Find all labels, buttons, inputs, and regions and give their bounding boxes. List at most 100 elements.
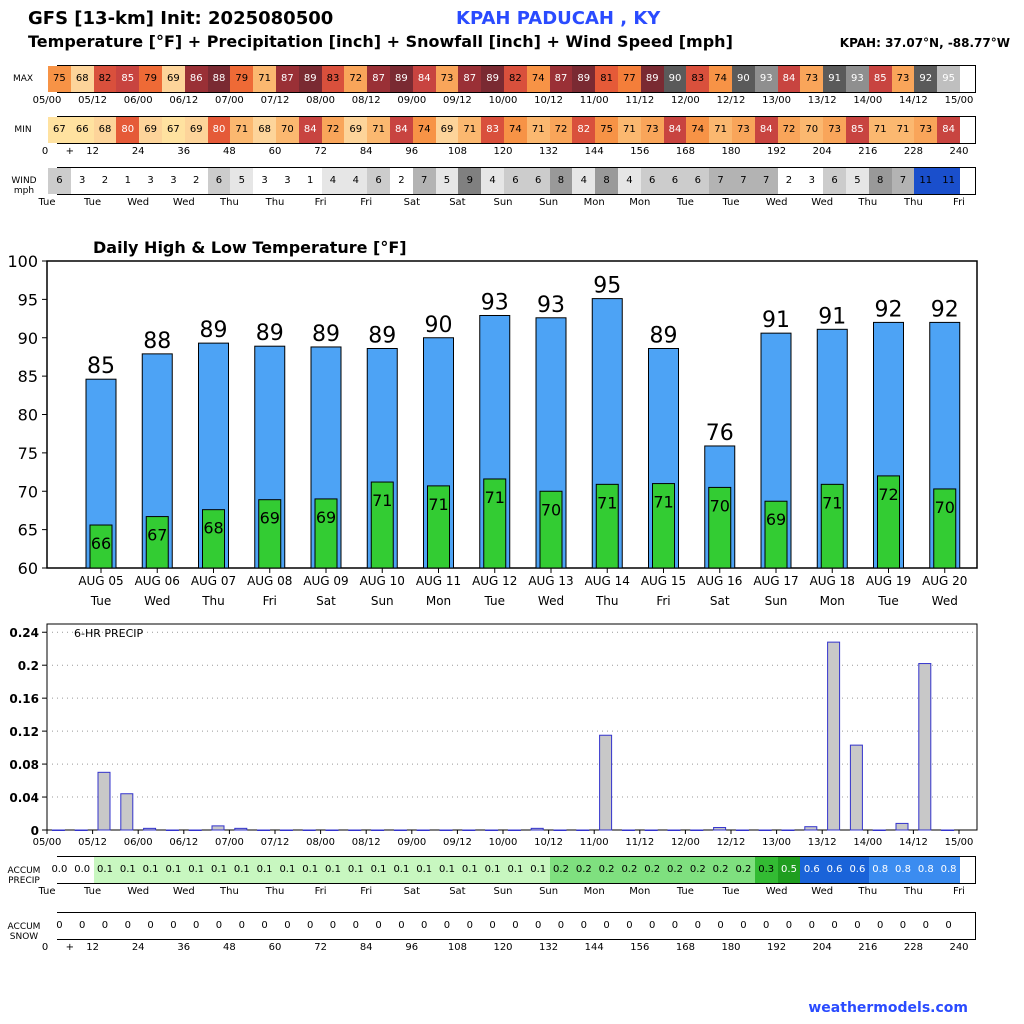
min-temp-cell: 73 [640, 117, 664, 143]
weekday-tick-label: Wed [127, 197, 150, 208]
accum-precip-cell: 0.6 [823, 857, 846, 883]
min-temp-cell: 68 [253, 117, 276, 143]
forecast-hour-label: + [65, 146, 74, 157]
min-temp-cell: 74 [504, 117, 527, 143]
max-temp-cell: 74 [526, 66, 550, 92]
min-temp-cell: 70 [276, 117, 299, 143]
min-temp-cell: 71 [618, 117, 641, 143]
accum-precip-cell: 0.2 [663, 857, 687, 883]
y-tick-label: 100 [7, 252, 38, 271]
weekday-tick-label: Thu [265, 886, 285, 897]
accum-precip-cell: 0.1 [504, 857, 527, 883]
min-temp-cell: 69 [344, 117, 368, 143]
time-tick-label: 15/00 [944, 95, 974, 106]
accum-precip-cell: 0.1 [458, 857, 482, 883]
accum-snow-cell: 0 [504, 913, 527, 939]
accum-precip-cell: 0.1 [93, 857, 117, 883]
time-tick-label: 13/12 [807, 95, 837, 106]
date-label: AUG 18 [810, 574, 855, 588]
wind-cell: 6 [663, 168, 687, 194]
max-temp-cell: 89 [390, 66, 413, 92]
forecast-hour-label: 24 [131, 146, 145, 157]
time-tick-label: 08/00 [306, 95, 336, 106]
time-tick-label: 13/00 [762, 837, 791, 848]
low-temp-label: 68 [203, 519, 223, 538]
wind-cell: 11 [937, 168, 960, 194]
weekday-tick-label: Thu [858, 886, 878, 897]
weekday-tick-label: Fri [953, 886, 965, 897]
wind-cell: 6 [640, 168, 664, 194]
time-tick-label: 06/12 [169, 837, 198, 848]
date-label: AUG 12 [472, 574, 517, 588]
precip-bar [462, 829, 476, 831]
weekday-label: Tue [90, 594, 112, 608]
wind-cell: 4 [618, 168, 641, 194]
wind-cell: 2 [777, 168, 801, 194]
model-title: GFS [13-km] Init: 2025080500 [28, 8, 334, 29]
time-tick-label: 05/12 [78, 95, 108, 106]
forecast-hour-label: 72 [314, 146, 327, 157]
weekday-tick-label: Sat [403, 197, 420, 208]
weekday-tick-label: Tue [84, 886, 102, 897]
precip-bar [348, 829, 362, 831]
precip-bar [74, 829, 88, 831]
weekday-label: Mon [426, 594, 451, 608]
max-temp-cell: 83 [321, 66, 345, 92]
accum-snow-cell: 0 [868, 913, 892, 939]
wind-cell: 2 [184, 168, 208, 194]
wind-cell: 3 [162, 168, 185, 194]
precip-bar [713, 827, 727, 831]
weekday-tick-label: Thu [903, 886, 923, 897]
accum-precip-cell: 0.1 [184, 857, 208, 883]
weathermodels-link[interactable]: weathermodels.com [808, 1000, 968, 1016]
min-temp-cell: 71 [868, 117, 892, 143]
low-temp-label: 71 [597, 493, 617, 512]
max-temp-cell: 93 [754, 66, 778, 92]
wind-cell: 7 [732, 168, 755, 194]
forecast-hour-label: 216 [858, 942, 878, 953]
precip-bar [827, 641, 841, 831]
min-temp-cell: 67 [162, 117, 185, 143]
max-temp-cell: 82 [93, 66, 117, 92]
max-temp-cell: 89 [640, 66, 664, 92]
weekday-tick-label: Tue [676, 197, 694, 208]
weekday-tick-label: Thu [219, 886, 239, 897]
wind-cell: 9 [458, 168, 482, 194]
accum-precip-strip: 0.0 0.0 0.1 0.1 0.1 0.1 0.1 0.1 0.1 0.1 0.1 0.1 0.1 0… [48, 856, 976, 884]
precip-bar [895, 822, 909, 831]
accum-precip-cell: 0.1 [116, 857, 140, 883]
weekday-label: Tue [484, 594, 506, 608]
weekday-tick-label: Wed [172, 886, 195, 897]
weekday-tick-label: Tue [84, 197, 102, 208]
precip-bar [302, 829, 316, 831]
min-temp-cell: 73 [732, 117, 755, 143]
accum-snow-cell: 0 [435, 913, 459, 939]
date-label: AUG 06 [135, 574, 180, 588]
min-temp-cell: 67 [48, 117, 71, 143]
min-temp-cell: 84 [937, 117, 960, 143]
max-temp-cell: 89 [298, 66, 322, 92]
accum-snow-cell: 0 [298, 913, 322, 939]
accum-precip-cell: 0.2 [709, 857, 732, 883]
weekday-tick-label: Fri [360, 197, 373, 208]
accum-snow-cell: 0 [458, 913, 482, 939]
time-tick-label: 14/00 [853, 837, 882, 848]
accum-precip-cell: 0.1 [435, 857, 459, 883]
accum-precip-cell: 0.5 [777, 857, 801, 883]
min-temp-cell: 72 [321, 117, 345, 143]
precip-bar [781, 829, 795, 831]
accum-snow-cell: 0 [846, 913, 869, 939]
accum-precip-cell: 0.1 [298, 857, 322, 883]
accum-snow-cell: 0 [184, 913, 208, 939]
y-tick-label: 0.08 [9, 758, 39, 772]
min-temp-cell: 80 [207, 117, 231, 143]
date-label: AUG 13 [528, 574, 573, 588]
accum-snow-cell: 0 [732, 913, 755, 939]
y-tick-label: 0.2 [18, 659, 39, 673]
min-temp-cell: 72 [549, 117, 573, 143]
wind-cell: 5 [230, 168, 254, 194]
high-temp-label: 95 [593, 274, 621, 299]
min-temp-cell: 71 [458, 117, 482, 143]
wind-cell: 4 [344, 168, 368, 194]
wind-cell: 7 [412, 168, 436, 194]
